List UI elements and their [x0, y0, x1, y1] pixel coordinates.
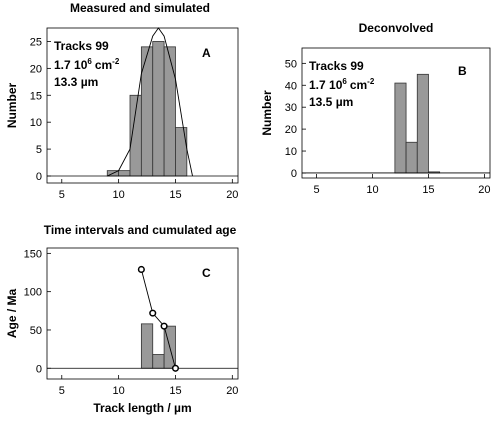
annotation-part: 1.7 10	[54, 58, 88, 72]
bar	[416, 73, 429, 174]
panel-label: C	[202, 266, 211, 280]
y-tick-label: 10	[285, 146, 297, 158]
bar	[140, 46, 154, 177]
bar	[152, 354, 165, 369]
annotation: 1.7 106 cm-2	[54, 57, 120, 72]
panel-label: B	[458, 64, 467, 78]
x-axis-label: Track length / µm	[93, 401, 191, 415]
x-tick-label: 5	[59, 385, 65, 397]
y-tick-label: 150	[24, 248, 42, 260]
y-tick-label: 0	[36, 171, 42, 183]
x-tick-label: 20	[478, 184, 490, 196]
y-tick-label: 30	[285, 102, 297, 114]
annotation-part: cm	[95, 58, 112, 72]
y-tick-label: 50	[285, 58, 297, 70]
y-axis-label: Number	[5, 83, 19, 129]
y-tick-label: 20	[30, 63, 42, 75]
bar	[163, 46, 176, 177]
y-axis-label: Number	[260, 90, 274, 136]
point	[160, 322, 168, 330]
annotation-part: -2	[367, 77, 375, 86]
x-tick-label: 10	[113, 189, 125, 201]
x-tick-label: 20	[226, 189, 238, 201]
annotation-part: 6	[87, 57, 92, 66]
bar	[394, 82, 407, 174]
bar	[405, 141, 418, 174]
point	[171, 364, 180, 372]
y-axis-label: Age / Ma	[5, 289, 19, 339]
annotation: 1.7 106 cm-2	[309, 77, 375, 92]
y-tick-label: 40	[285, 80, 297, 92]
bar	[118, 170, 131, 177]
y-tick-label: 0	[291, 168, 297, 180]
x-tick-label: 15	[169, 385, 181, 397]
x-tick-label: 5	[59, 189, 65, 201]
y-tick-label: 15	[30, 90, 42, 102]
annotation: Tracks 99	[309, 59, 364, 73]
annotation-part: -2	[112, 57, 120, 66]
y-tick-label: 20	[285, 124, 297, 136]
annotation: Tracks 99	[54, 39, 109, 53]
y-tick-label: 100	[24, 287, 42, 299]
plot-frame	[46, 247, 239, 380]
plot-frame	[301, 47, 491, 179]
x-tick-label: 20	[226, 385, 238, 397]
y-tick-label: 10	[30, 117, 42, 129]
annotation-part: cm	[350, 78, 367, 92]
x-tick-label: 15	[169, 189, 181, 201]
annotation: 13.3 µm	[54, 75, 98, 89]
panel-label: A	[202, 46, 211, 60]
bar	[175, 127, 188, 177]
curve	[107, 27, 193, 177]
x-tick-label: 10	[113, 385, 125, 397]
x-tick-label: 10	[366, 184, 378, 196]
point	[137, 265, 145, 274]
plot-frame	[46, 27, 239, 184]
y-tick-label: 50	[30, 325, 42, 337]
chart-title: Deconvolved	[359, 21, 434, 35]
annotation-part: 1.7 10	[309, 78, 343, 92]
bar	[152, 41, 165, 177]
annotation: 13.5 µm	[309, 95, 353, 109]
annotation-part: 6	[342, 77, 347, 86]
x-tick-label: 5	[313, 184, 319, 196]
y-tick-label: 25	[30, 36, 42, 48]
chart-title: Time intervals and cumulated age	[44, 223, 237, 237]
chart-title: Measured and simulated	[70, 1, 210, 15]
point	[149, 309, 157, 317]
curve	[140, 269, 176, 369]
y-tick-label: 0	[36, 363, 42, 375]
x-tick-label: 15	[422, 184, 434, 196]
y-tick-label: 5	[36, 144, 42, 156]
bar	[140, 323, 154, 369]
